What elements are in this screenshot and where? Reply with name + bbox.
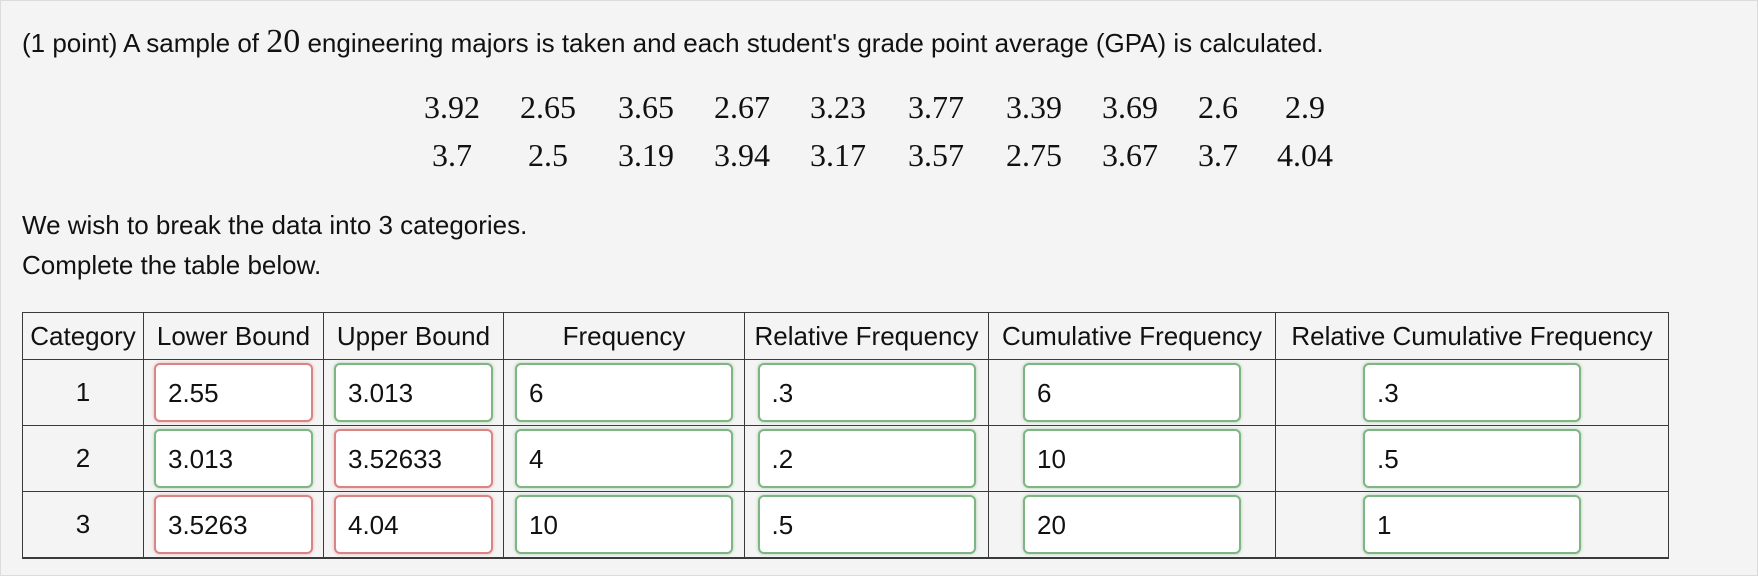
gpa-value: 2.9 xyxy=(1285,89,1325,125)
header-lower-bound: Lower Bound xyxy=(143,312,324,360)
header-frequency: Frequency xyxy=(503,312,745,360)
sample-size: 20 xyxy=(266,23,301,60)
upper-bound-input[interactable]: 3.52633 xyxy=(334,429,493,488)
relative-cumulative-frequency-cell: 1 xyxy=(1275,491,1669,559)
gpa-value: 2.65 xyxy=(520,89,576,125)
gpa-value: 2.6 xyxy=(1198,89,1238,125)
frequency-input[interactable]: 6 xyxy=(515,363,733,422)
frequency-cell: 6 xyxy=(503,359,745,426)
upper-bound-cell: 3.52633 xyxy=(323,425,504,492)
frequency-input[interactable]: 10 xyxy=(515,495,733,554)
category-cell: 2 xyxy=(22,425,144,492)
intro-suffix: engineering majors is taken and each stu… xyxy=(300,28,1324,58)
gpa-value: 3.7 xyxy=(1198,137,1238,173)
gpa-value: 3.65 xyxy=(618,89,674,125)
relative-cumulative-frequency-input[interactable]: .5 xyxy=(1363,429,1581,488)
gpa-value: 3.69 xyxy=(1102,89,1158,125)
gpa-value: 4.04 xyxy=(1277,137,1333,173)
gpa-value: 3.67 xyxy=(1102,137,1158,173)
cumulative-frequency-cell: 10 xyxy=(988,425,1276,492)
problem-statement: (1 point) A sample of 20 engineering maj… xyxy=(22,23,1324,61)
cumulative-frequency-input[interactable]: 6 xyxy=(1023,363,1241,422)
gpa-value: 3.17 xyxy=(810,137,866,173)
table-row: 2 3.013 3.52633 4 .2 10 .5 xyxy=(22,425,1669,492)
gpa-value: 2.5 xyxy=(528,137,568,173)
cumulative-frequency-cell: 20 xyxy=(988,491,1276,559)
gpa-value: 3.23 xyxy=(810,89,866,125)
cumulative-frequency-cell: 6 xyxy=(988,359,1276,426)
gpa-data-row-1: 3.92 2.65 3.65 2.67 3.23 3.77 3.39 3.69 2.6 2.9 xyxy=(1,89,1758,137)
category-cell: 3 xyxy=(22,491,144,559)
lower-bound-cell: 3.013 xyxy=(143,425,324,492)
gpa-value: 3.77 xyxy=(908,89,964,125)
gpa-data-grid: 3.92 2.65 3.65 2.67 3.23 3.77 3.39 3.69 2.6 2.9 3… xyxy=(1,89,1758,185)
table-row: 1 2.55 3.013 6 .3 6 .3 xyxy=(22,359,1669,426)
upper-bound-cell: 3.013 xyxy=(323,359,504,426)
gpa-value: 3.19 xyxy=(618,137,674,173)
gpa-value: 2.67 xyxy=(714,89,770,125)
relative-frequency-cell: .3 xyxy=(744,359,989,426)
relative-cumulative-frequency-cell: .5 xyxy=(1275,425,1669,492)
gpa-data-row-2: 3.7 2.5 3.19 3.94 3.17 3.57 2.75 3.67 3.7 4.04 xyxy=(1,137,1758,185)
lower-bound-input[interactable]: 3.013 xyxy=(154,429,313,488)
gpa-value: 3.7 xyxy=(432,137,472,173)
gpa-value: 3.57 xyxy=(908,137,964,173)
frequency-cell: 10 xyxy=(503,491,745,559)
header-cumulative-frequency: Cumulative Frequency xyxy=(988,312,1276,360)
frequency-input[interactable]: 4 xyxy=(515,429,733,488)
relative-frequency-cell: .2 xyxy=(744,425,989,492)
upper-bound-input[interactable]: 3.013 xyxy=(334,363,493,422)
cumulative-frequency-input[interactable]: 10 xyxy=(1023,429,1241,488)
cumulative-frequency-input[interactable]: 20 xyxy=(1023,495,1241,554)
lower-bound-input[interactable]: 2.55 xyxy=(154,363,313,422)
relative-cumulative-frequency-cell: .3 xyxy=(1275,359,1669,426)
relative-frequency-cell: .5 xyxy=(744,491,989,559)
gpa-value: 3.94 xyxy=(714,137,770,173)
relative-frequency-input[interactable]: .5 xyxy=(757,495,976,554)
relative-frequency-input[interactable]: .2 xyxy=(757,429,976,488)
lower-bound-cell: 2.55 xyxy=(143,359,324,426)
header-upper-bound: Upper Bound xyxy=(323,312,504,360)
upper-bound-input[interactable]: 4.04 xyxy=(334,495,493,554)
upper-bound-cell: 4.04 xyxy=(323,491,504,559)
relative-cumulative-frequency-input[interactable]: 1 xyxy=(1363,495,1581,554)
relative-cumulative-frequency-input[interactable]: .3 xyxy=(1363,363,1581,422)
table-header-row: Category Lower Bound Upper Bound Frequen… xyxy=(22,312,1669,360)
table-row: 3 3.5263 4.04 10 .5 20 1 xyxy=(22,491,1669,559)
frequency-cell: 4 xyxy=(503,425,745,492)
header-relative-frequency: Relative Frequency xyxy=(744,312,989,360)
relative-frequency-input[interactable]: .3 xyxy=(757,363,976,422)
lower-bound-input[interactable]: 3.5263 xyxy=(154,495,313,554)
instruction-categories: We wish to break the data into 3 categor… xyxy=(22,210,528,240)
category-cell: 1 xyxy=(22,359,144,426)
instruction-complete-table: Complete the table below. xyxy=(22,250,322,280)
header-category: Category xyxy=(22,312,144,360)
gpa-value: 3.39 xyxy=(1006,89,1062,125)
frequency-table: Category Lower Bound Upper Bound Frequen… xyxy=(22,312,1669,559)
gpa-value: 2.75 xyxy=(1006,137,1062,173)
gpa-value: 3.92 xyxy=(424,89,480,125)
intro-prefix: (1 point) A sample of xyxy=(22,28,267,58)
header-relative-cumulative-frequency: Relative Cumulative Frequency xyxy=(1275,312,1669,360)
lower-bound-cell: 3.5263 xyxy=(143,491,324,559)
